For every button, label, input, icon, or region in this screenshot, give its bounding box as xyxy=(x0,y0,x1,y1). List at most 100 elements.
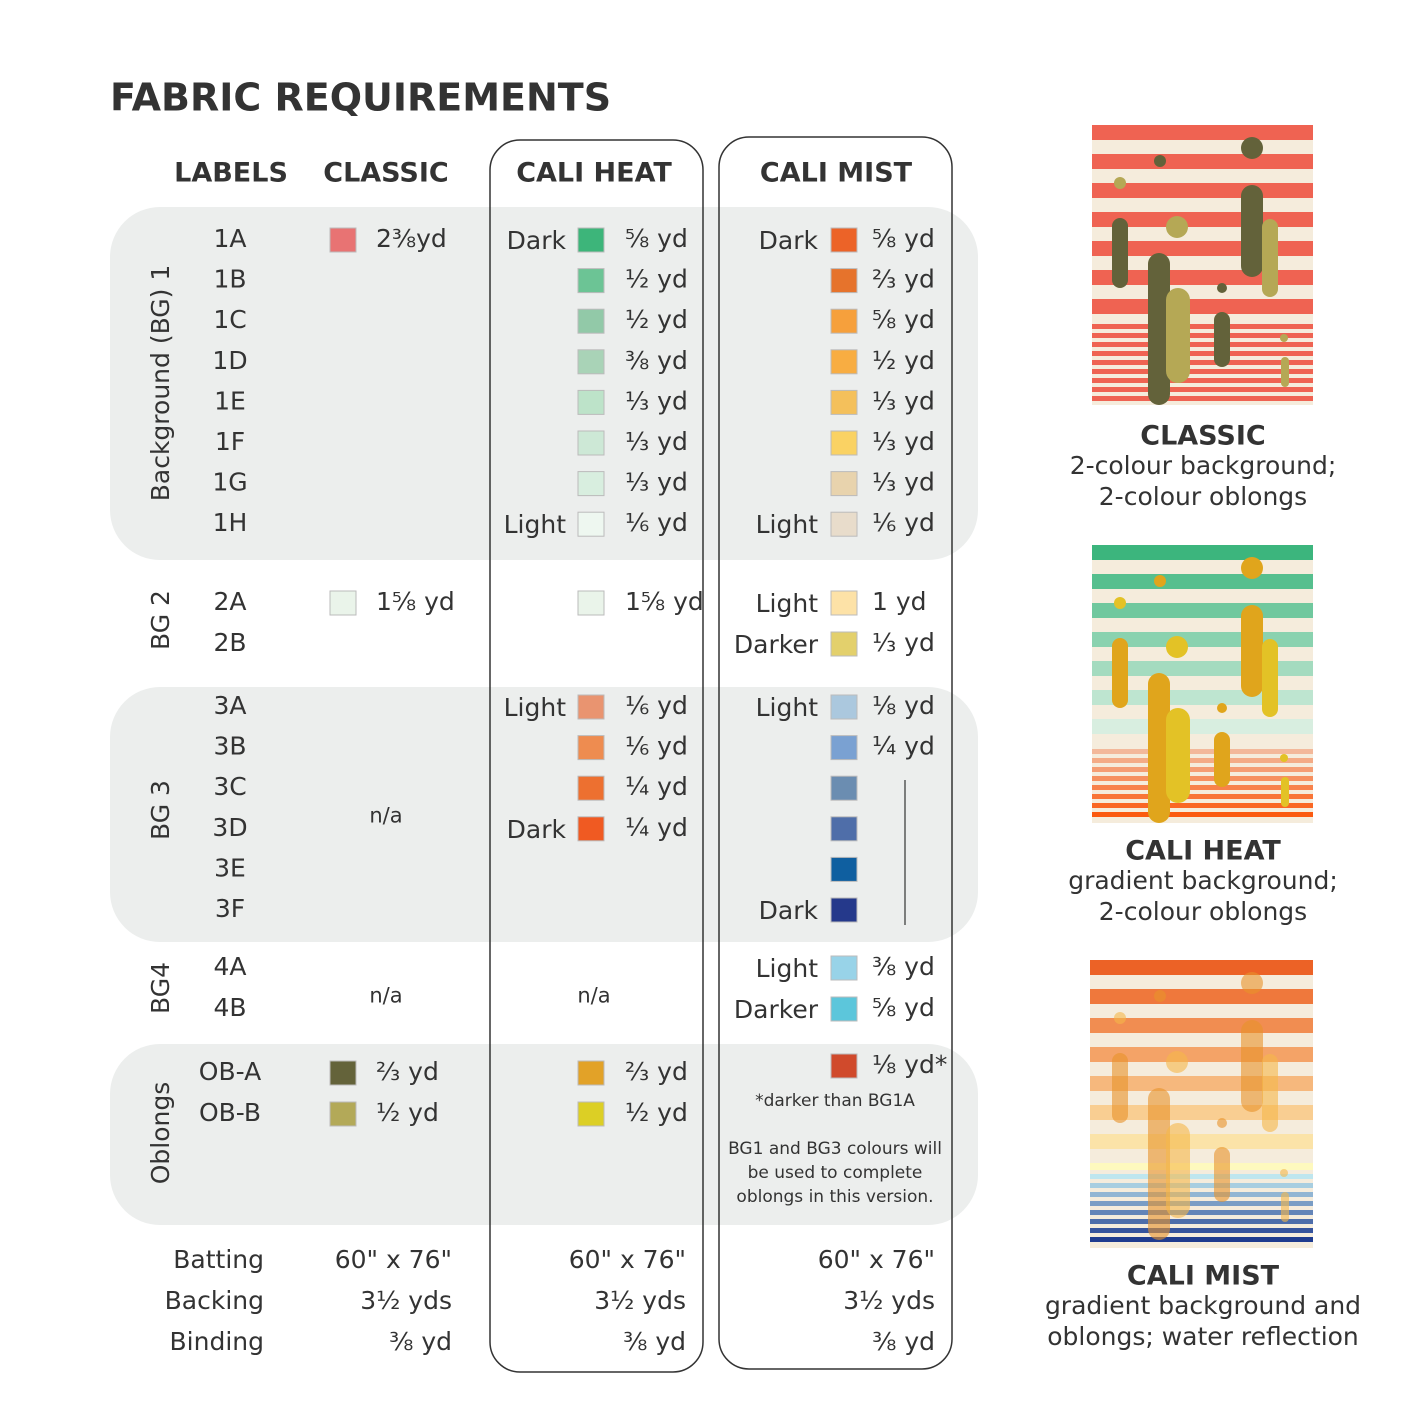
version-name: CLASSIC xyxy=(1140,421,1265,452)
stripe xyxy=(1214,312,1230,367)
swatch xyxy=(830,590,858,616)
swatch xyxy=(577,349,605,375)
stripe xyxy=(1241,185,1263,277)
tone-label: Darker xyxy=(734,630,819,659)
amount: ¼ yd xyxy=(625,813,688,842)
amount: 1⅝ yd xyxy=(625,587,704,616)
swatch xyxy=(577,268,605,294)
dot xyxy=(1114,177,1126,189)
swatch xyxy=(577,430,605,456)
row-label: 1F xyxy=(215,427,245,456)
amount: ⅝ yd xyxy=(625,224,688,253)
row-label: 3C xyxy=(213,772,246,801)
swatch xyxy=(577,694,605,720)
footer-label: Binding xyxy=(170,1327,264,1356)
stripe xyxy=(1092,324,1313,329)
dot xyxy=(1114,597,1126,609)
mist-column-frame xyxy=(718,136,953,1370)
stripe xyxy=(1092,812,1313,817)
amount: ½ yd xyxy=(625,305,688,334)
stripe xyxy=(1214,732,1230,787)
dot xyxy=(1217,1118,1227,1128)
version-description: 2-colour background; xyxy=(1070,451,1337,480)
amount: ⅝ yd xyxy=(872,993,935,1022)
amount: 1 yd xyxy=(872,587,927,616)
group-name: Background (BG) 1 xyxy=(146,265,175,502)
stripe xyxy=(1092,154,1313,169)
swatch xyxy=(830,694,858,720)
swatch xyxy=(830,308,858,334)
amount: ⅜ yd xyxy=(625,346,688,375)
swatch xyxy=(830,349,858,375)
tone-label: Light xyxy=(504,510,567,539)
version-description: gradient background; xyxy=(1068,866,1338,895)
stripe xyxy=(1214,1147,1230,1202)
dot xyxy=(1166,636,1188,658)
tone-label: Dark xyxy=(759,896,819,925)
tone-label: Darker xyxy=(734,995,819,1024)
amount: ½ yd xyxy=(625,265,688,294)
dot xyxy=(1280,754,1288,762)
dot xyxy=(1217,703,1227,713)
stripe xyxy=(1148,253,1170,405)
amount: ⅔ yd xyxy=(376,1057,439,1086)
group-name: BG 2 xyxy=(146,590,175,650)
amount: ½ yd xyxy=(872,346,935,375)
tone-label: Dark xyxy=(759,226,819,255)
amount: ¼ yd xyxy=(872,732,935,761)
column-header: CALI MIST xyxy=(760,158,913,189)
stripe xyxy=(1092,803,1313,808)
group-name: BG 3 xyxy=(146,780,175,840)
row-label: 1C xyxy=(213,305,246,334)
tone-label: Light xyxy=(756,954,819,983)
swatch xyxy=(830,996,858,1022)
footer-value: 60" x 76" xyxy=(569,1245,686,1274)
swatch xyxy=(577,1060,605,1086)
swatch xyxy=(329,1101,357,1127)
not-applicable: n/a xyxy=(577,984,610,1008)
footer-value: ⅜ yd xyxy=(623,1327,686,1356)
swatch xyxy=(577,511,605,537)
dot xyxy=(1166,216,1188,238)
quilt-illustration xyxy=(1090,960,1313,1248)
amount: ⅝ yd xyxy=(872,224,935,253)
dot xyxy=(1114,1012,1126,1024)
row-label: 2B xyxy=(213,628,246,657)
stripe xyxy=(1092,758,1313,763)
stripe xyxy=(1092,342,1313,347)
amount: 1⅝ yd xyxy=(376,587,455,616)
stripe xyxy=(1092,299,1313,314)
dot xyxy=(1166,1051,1188,1073)
mist-note: be used to complete xyxy=(748,1163,923,1183)
stripe xyxy=(1090,1163,1313,1170)
amount: ½ yd xyxy=(625,1098,688,1127)
stripe xyxy=(1092,545,1313,560)
amount: ¼ yd xyxy=(625,772,688,801)
stripe xyxy=(1262,219,1278,297)
swatch xyxy=(830,897,858,923)
not-applicable: n/a xyxy=(369,804,402,828)
dot xyxy=(1241,557,1263,579)
stripe xyxy=(1090,1183,1313,1188)
version-description: 2-colour oblongs xyxy=(1099,482,1307,511)
swatch xyxy=(830,227,858,253)
stripe xyxy=(1090,1201,1313,1206)
swatch xyxy=(830,1053,858,1079)
group-band xyxy=(110,687,978,942)
stripe xyxy=(1092,387,1313,392)
row-label: 4B xyxy=(213,993,246,1022)
dot xyxy=(1217,283,1227,293)
dot xyxy=(1154,990,1166,1002)
row-label: 3E xyxy=(214,853,246,882)
swatch xyxy=(830,389,858,415)
row-label: 3B xyxy=(213,732,246,761)
row-label: 2A xyxy=(213,587,246,616)
swatch xyxy=(830,955,858,981)
stripe xyxy=(1092,776,1313,781)
amount: ⅝ yd xyxy=(872,305,935,334)
swatch xyxy=(830,735,858,761)
amount: ⅛ yd* xyxy=(872,1050,947,1079)
tone-label: Dark xyxy=(507,226,567,255)
column-header: CALI HEAT xyxy=(516,158,672,189)
tone-label: Light xyxy=(756,510,819,539)
